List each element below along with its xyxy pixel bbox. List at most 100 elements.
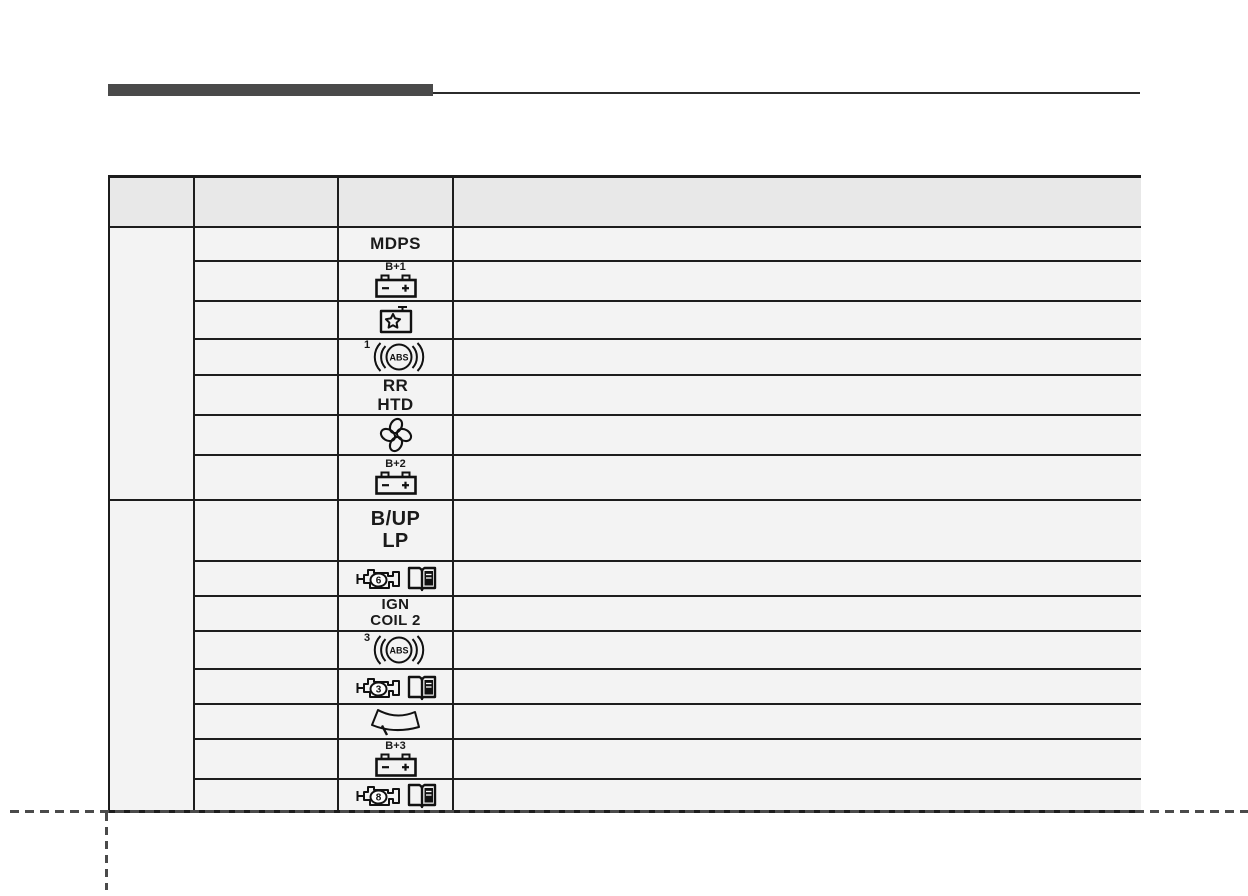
symbol-cell: 3 bbox=[337, 668, 454, 706]
symbol-cell: MDPS bbox=[337, 225, 454, 262]
description-cell bbox=[452, 738, 1141, 781]
header-cell-group bbox=[108, 175, 195, 228]
table-row bbox=[109, 299, 1141, 340]
table-row: MDPS bbox=[108, 225, 1141, 501]
engine-icon-number: 8 bbox=[375, 793, 381, 804]
abs-icon: ABS bbox=[371, 341, 427, 373]
fuse-superscript: 3 bbox=[363, 632, 371, 645]
table-row: B+1 bbox=[109, 259, 1141, 302]
name-cell bbox=[193, 498, 339, 562]
battery-icon bbox=[374, 753, 418, 778]
description-cell bbox=[452, 703, 1141, 741]
page-break-dashed-line bbox=[10, 810, 1248, 813]
fuse-label: RR HTD bbox=[377, 375, 414, 414]
table-row: B+3 bbox=[109, 738, 1141, 781]
table-row: 6 bbox=[109, 559, 1141, 597]
open-book-icon bbox=[407, 673, 437, 701]
symbol-cell: IGN COIL 2 bbox=[337, 594, 454, 633]
open-book-icon bbox=[407, 564, 437, 592]
open-book-icon bbox=[407, 781, 437, 809]
description-cell bbox=[452, 225, 1141, 262]
description-cell bbox=[452, 668, 1141, 706]
name-cell bbox=[193, 299, 339, 340]
fuse-label: B+1 bbox=[385, 261, 406, 273]
name-cell bbox=[193, 373, 339, 416]
group-cell bbox=[108, 498, 195, 813]
table-row: 8 bbox=[109, 778, 1141, 813]
header-cell-description bbox=[452, 175, 1141, 228]
name-cell bbox=[193, 738, 339, 781]
table-row: B/UP LP bbox=[108, 498, 1141, 813]
name-cell bbox=[193, 337, 339, 376]
fuse-label: B/UP LP bbox=[370, 507, 421, 553]
symbol-cell: 1 ABS bbox=[337, 337, 454, 376]
battery-icon bbox=[374, 274, 418, 299]
symbol-cell bbox=[337, 703, 454, 741]
symbol-cell: B+3 bbox=[337, 738, 454, 781]
name-cell bbox=[193, 668, 339, 706]
fuse-label: B+3 bbox=[385, 739, 406, 752]
name-cell bbox=[193, 630, 339, 671]
engine-icon: 3 bbox=[355, 672, 401, 702]
starter-motor-icon bbox=[377, 304, 415, 336]
battery-icon bbox=[374, 471, 418, 496]
description-cell bbox=[452, 337, 1141, 376]
name-cell bbox=[193, 778, 339, 813]
symbol-cell: 6 bbox=[337, 559, 454, 597]
description-cell bbox=[452, 559, 1141, 597]
table-header-row bbox=[108, 175, 1141, 228]
wiper-icon bbox=[370, 706, 422, 737]
symbol-cell: B+2 bbox=[337, 453, 454, 501]
engine-icon: 6 bbox=[355, 563, 401, 593]
description-cell bbox=[452, 778, 1141, 813]
table-row bbox=[109, 413, 1141, 456]
abs-icon: ABS bbox=[371, 633, 427, 667]
table-row: 3 bbox=[109, 668, 1141, 706]
symbol-cell bbox=[337, 299, 454, 340]
table-row: 3 ABS bbox=[109, 630, 1141, 671]
description-cell bbox=[452, 259, 1141, 302]
description-cell bbox=[452, 373, 1141, 416]
name-cell bbox=[193, 259, 339, 302]
table-row: B+2 bbox=[109, 453, 1141, 501]
engine-icon-number: 3 bbox=[375, 684, 381, 695]
section-header-bar bbox=[108, 84, 433, 96]
description-cell bbox=[452, 299, 1141, 340]
table-row: IGN COIL 2 bbox=[109, 594, 1141, 633]
symbol-cell: B/UP LP bbox=[337, 498, 454, 562]
symbol-cell: RR HTD bbox=[337, 373, 454, 416]
engine-icon-number: 6 bbox=[375, 576, 381, 587]
description-cell bbox=[452, 594, 1141, 633]
fuse-label: MDPS bbox=[370, 233, 421, 253]
symbol-cell: B+1 bbox=[337, 259, 454, 302]
symbol-cell bbox=[337, 413, 454, 456]
header-cell-name bbox=[193, 175, 339, 228]
fuse-superscript: 1 bbox=[363, 338, 371, 351]
group-cell bbox=[108, 225, 195, 501]
table-row bbox=[109, 703, 1141, 741]
symbol-cell: 3 ABS bbox=[337, 630, 454, 671]
name-cell bbox=[193, 594, 339, 633]
table-row: 1 ABS bbox=[109, 337, 1141, 376]
header-cell-symbol bbox=[337, 175, 454, 228]
name-cell bbox=[193, 225, 339, 262]
abs-icon-text: ABS bbox=[390, 646, 409, 656]
page-edge-dashed-line bbox=[105, 813, 108, 890]
name-cell bbox=[193, 453, 339, 501]
description-cell bbox=[452, 453, 1141, 501]
table-row: RR HTD bbox=[109, 373, 1141, 416]
fuse-table: MDPS B+1 bbox=[108, 175, 1141, 814]
name-cell bbox=[193, 703, 339, 741]
section-header-rule bbox=[433, 92, 1140, 94]
fuse-label: B+2 bbox=[385, 457, 406, 470]
name-cell bbox=[193, 413, 339, 456]
abs-icon-text: ABS bbox=[390, 352, 409, 362]
description-cell bbox=[452, 630, 1141, 671]
description-cell bbox=[452, 413, 1141, 456]
name-cell bbox=[193, 559, 339, 597]
fan-icon bbox=[378, 417, 414, 453]
engine-icon: 8 bbox=[355, 781, 401, 810]
symbol-cell: 8 bbox=[337, 778, 454, 813]
description-cell bbox=[452, 498, 1141, 562]
fuse-label: IGN COIL 2 bbox=[370, 595, 421, 630]
